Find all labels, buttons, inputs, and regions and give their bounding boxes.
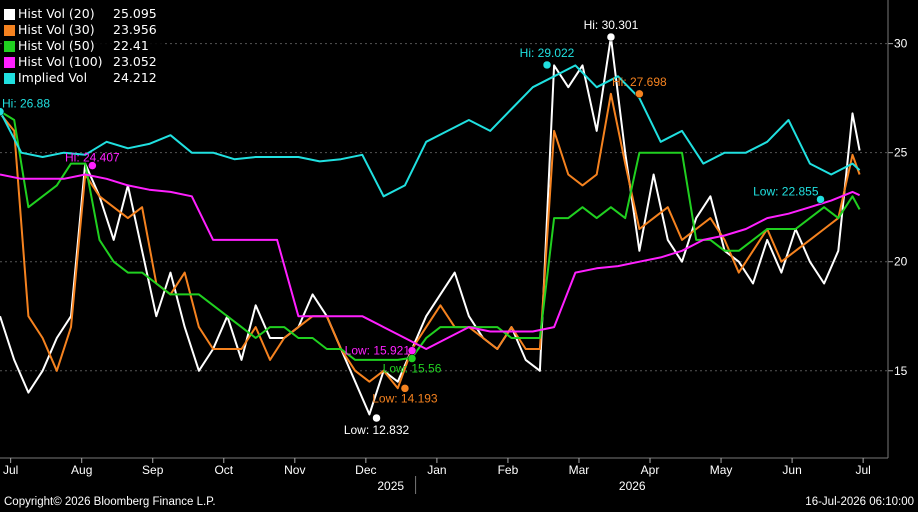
year-label: 2025 — [377, 479, 404, 493]
annotation-marker — [816, 195, 825, 204]
series-line — [0, 92, 861, 390]
series-line — [0, 173, 861, 350]
timestamp-text: 16-Jul-2026 06:10:00 — [805, 496, 914, 508]
legend-value: 24.212 — [113, 70, 157, 85]
series-line — [0, 110, 861, 361]
legend-swatch — [4, 72, 15, 84]
legend-name: Hist Vol (100) — [18, 54, 103, 69]
x-tick-label: Jan — [427, 463, 446, 477]
legend-item: Hist Vol (20) 25.095 — [4, 6, 164, 22]
x-tick-label: Mar — [569, 463, 590, 477]
annotation-label: Hi: 27.698 — [612, 75, 667, 89]
x-tick-label: Dec — [355, 463, 376, 477]
x-tick-label: Oct — [214, 463, 233, 477]
x-tick-label: Aug — [71, 463, 92, 477]
x-axis: Jul Aug Sep Oct Nov Dec Jan Feb Mar Apr May Jun Jul 2… — [0, 457, 888, 494]
annotation-marker — [372, 413, 381, 423]
annotation-marker — [635, 89, 644, 99]
annotation-label: Hi: 30.301 — [584, 18, 639, 32]
x-tick-label: May — [710, 463, 733, 477]
series-line — [0, 64, 861, 198]
x-tick-label: Sep — [142, 463, 164, 477]
legend-item: Hist Vol (100) 23.052 — [4, 54, 164, 70]
x-tick-label: Feb — [498, 463, 519, 477]
x-tick-label: Apr — [641, 463, 660, 477]
legend-value: 22.41 — [113, 38, 149, 53]
x-tick-label: Jun — [782, 463, 801, 477]
legend-name: Hist Vol (20) — [18, 6, 95, 21]
y-tick-label: 15 — [894, 364, 908, 378]
annotation-marker — [400, 384, 410, 393]
x-tick-label: Jul — [3, 463, 18, 477]
chart-annotations: Hi: 26.88 Hi: 24.407 Hi: 29.022 Hi: 30.301 H… — [0, 18, 825, 437]
y-axis: 15 20 25 30 — [887, 0, 908, 458]
legend-name: Hist Vol (30) — [18, 22, 95, 37]
annotation-marker — [0, 107, 5, 116]
annotation-marker — [407, 354, 417, 363]
y-tick-label: 20 — [894, 255, 908, 269]
annotation-label: Low: 15.56 — [383, 362, 442, 376]
x-tick-label: Nov — [284, 463, 305, 477]
year-label: 2026 — [619, 479, 646, 493]
legend-swatch — [4, 24, 15, 36]
annotation-label: Low: 14.193 — [372, 391, 438, 405]
x-tick-label: Jul — [855, 463, 870, 477]
annotation-label: Hi: 26.88 — [2, 97, 50, 111]
legend-swatch — [4, 56, 15, 68]
y-tick-label: 25 — [894, 146, 908, 160]
annotation-label: Hi: 29.022 — [520, 46, 575, 60]
annotation-marker — [606, 32, 616, 42]
legend-name: Hist Vol (50) — [18, 38, 95, 53]
legend-item: Hist Vol (50) 22.41 — [4, 38, 164, 54]
legend-swatch — [4, 40, 15, 52]
legend-item: Hist Vol (30) 23.956 — [4, 22, 164, 38]
y-tick-label: 30 — [894, 37, 908, 51]
chart-series — [0, 36, 861, 416]
annotation-label: Low: 12.832 — [344, 423, 410, 437]
annotation-marker — [542, 60, 552, 70]
annotation-label: Hi: 24.407 — [65, 151, 120, 165]
legend-swatch — [4, 8, 15, 20]
annotation-label: Low: 15.921 — [345, 344, 411, 358]
annotation-label: Low: 22.855 — [753, 184, 819, 198]
annotation-marker — [88, 161, 97, 170]
legend-value: 23.956 — [113, 22, 157, 37]
series-line — [0, 36, 861, 416]
legend-value: 25.095 — [113, 6, 157, 21]
chart-legend: Hist Vol (20) 25.095 Hist Vol (30) 23.95… — [4, 6, 164, 86]
copyright-text: Copyright© 2026 Bloomberg Finance L.P. — [4, 496, 216, 508]
legend-name: Implied Vol — [18, 70, 88, 85]
legend-item: Implied Vol 24.212 — [4, 70, 164, 86]
legend-value: 23.052 — [113, 54, 157, 69]
